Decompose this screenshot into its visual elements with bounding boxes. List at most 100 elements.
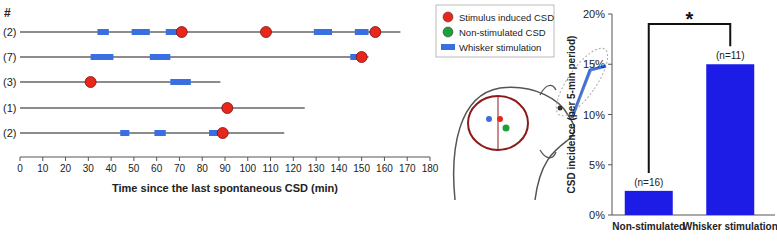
y-tick	[608, 64, 612, 65]
y-axis-title: CSD incidence (per 5-min period)	[566, 36, 577, 194]
x-tick	[42, 157, 43, 161]
x-tick	[338, 157, 339, 161]
y-tick-label: 10%	[583, 109, 605, 121]
n-label: (n=16)	[634, 177, 663, 188]
row-line	[20, 107, 305, 109]
significance-mark: *	[686, 8, 694, 30]
x-tick	[111, 157, 112, 161]
brain-midline	[498, 97, 499, 150]
x-tick	[65, 157, 66, 161]
csd-dot	[85, 77, 96, 88]
x-tick	[202, 157, 203, 161]
timeline-marks	[20, 27, 400, 139]
figure: #(2)(7)(3)(1)(2)010203040506070809010011…	[0, 0, 777, 241]
x-tick	[156, 157, 157, 161]
bar	[706, 64, 754, 215]
legend-marker	[443, 27, 453, 37]
x-tick	[361, 157, 362, 161]
stimulation-bar	[91, 54, 114, 60]
x-tick-label: 100	[239, 163, 256, 174]
csd-dot	[261, 27, 272, 38]
x-tick	[133, 157, 134, 161]
x-tick	[88, 157, 89, 161]
x-tick-label: 50	[128, 163, 140, 174]
brain-outline	[468, 96, 528, 150]
stimulation-area	[548, 41, 617, 123]
bar-marks	[625, 64, 755, 215]
x-tick	[247, 157, 248, 161]
row-label: (1)	[3, 102, 16, 114]
legend-label: Non-stimulated CSD	[459, 27, 546, 38]
x-tick	[20, 157, 21, 161]
stimulation-bar	[120, 130, 129, 136]
bracket-line	[649, 24, 731, 173]
y-tick	[608, 215, 612, 216]
y-tick	[608, 114, 612, 115]
x-tick-label: 20	[60, 163, 72, 174]
x-tick	[407, 157, 408, 161]
legend-box	[436, 5, 554, 57]
stimulation-bar	[150, 54, 171, 60]
row-label: (2)	[3, 127, 16, 139]
row-line	[20, 56, 369, 58]
x-tick	[179, 157, 180, 161]
x-tick-label: 180	[422, 163, 439, 174]
csd-dot	[222, 103, 233, 114]
x-tick-label: 130	[308, 163, 325, 174]
stimulation-bar	[132, 29, 150, 35]
x-tick-label: 0	[17, 163, 23, 174]
stimulation-bar	[314, 29, 332, 35]
legend: Stimulus induced CSD Non-stimulated CSD Wh…	[436, 5, 554, 57]
row-line	[20, 31, 400, 33]
x-tick-label: 150	[353, 163, 370, 174]
stimulation-bar	[355, 29, 369, 35]
legend-label: Whisker stimulation	[459, 42, 541, 53]
x-tick-label: 110	[263, 163, 279, 174]
x-tick	[270, 157, 271, 161]
csd-dot	[176, 27, 187, 38]
x-tick-label: 70	[174, 163, 186, 174]
site-dot	[503, 125, 510, 132]
row-label: (3)	[3, 76, 16, 88]
site-dot	[486, 116, 492, 122]
mouse-ear	[540, 85, 556, 95]
y-axis	[612, 14, 613, 215]
x-tick-label: 120	[285, 163, 302, 174]
row-header: #	[4, 6, 11, 20]
x-tick-label: Non-stimulated	[612, 221, 685, 232]
x-tick-label: 80	[197, 163, 209, 174]
row-label: (7)	[3, 51, 16, 63]
x-axis-title: Time since the last spontaneous CSD (min…	[112, 182, 338, 194]
x-tick-label: 160	[376, 163, 393, 174]
stimulation-bar	[97, 29, 108, 35]
csd-dot	[356, 52, 367, 63]
legend-marker	[441, 44, 455, 50]
y-tick	[608, 164, 612, 165]
significance-bracket	[649, 24, 731, 173]
y-tick	[608, 14, 612, 15]
x-tick-label: 170	[399, 163, 416, 174]
legend-marker	[443, 12, 453, 22]
csd-dot	[217, 128, 228, 139]
x-tick-label: 40	[106, 163, 118, 174]
mouse-eye	[558, 106, 563, 111]
y-tick-label: 0%	[589, 209, 605, 221]
x-tick-label: 60	[151, 163, 163, 174]
csd-dot	[370, 27, 381, 38]
row-label: (2)	[3, 26, 16, 38]
n-label: (n=11)	[716, 50, 744, 61]
bar	[625, 191, 673, 215]
y-tick-label: 20%	[583, 8, 605, 20]
legend-label: Stimulus induced CSD	[459, 12, 554, 23]
x-tick	[316, 157, 317, 161]
site-dot	[497, 116, 503, 122]
stimulation-bar	[170, 79, 191, 85]
x-tick-label: 10	[37, 163, 49, 174]
x-tick-label: Whisker stimulation	[683, 221, 777, 232]
x-tick	[293, 157, 294, 161]
x-tick-label: 140	[331, 163, 348, 174]
x-tick	[384, 157, 385, 161]
mouse-diagram	[454, 41, 617, 200]
mouse-ear	[540, 150, 556, 158]
y-tick-label: 15%	[583, 58, 605, 70]
